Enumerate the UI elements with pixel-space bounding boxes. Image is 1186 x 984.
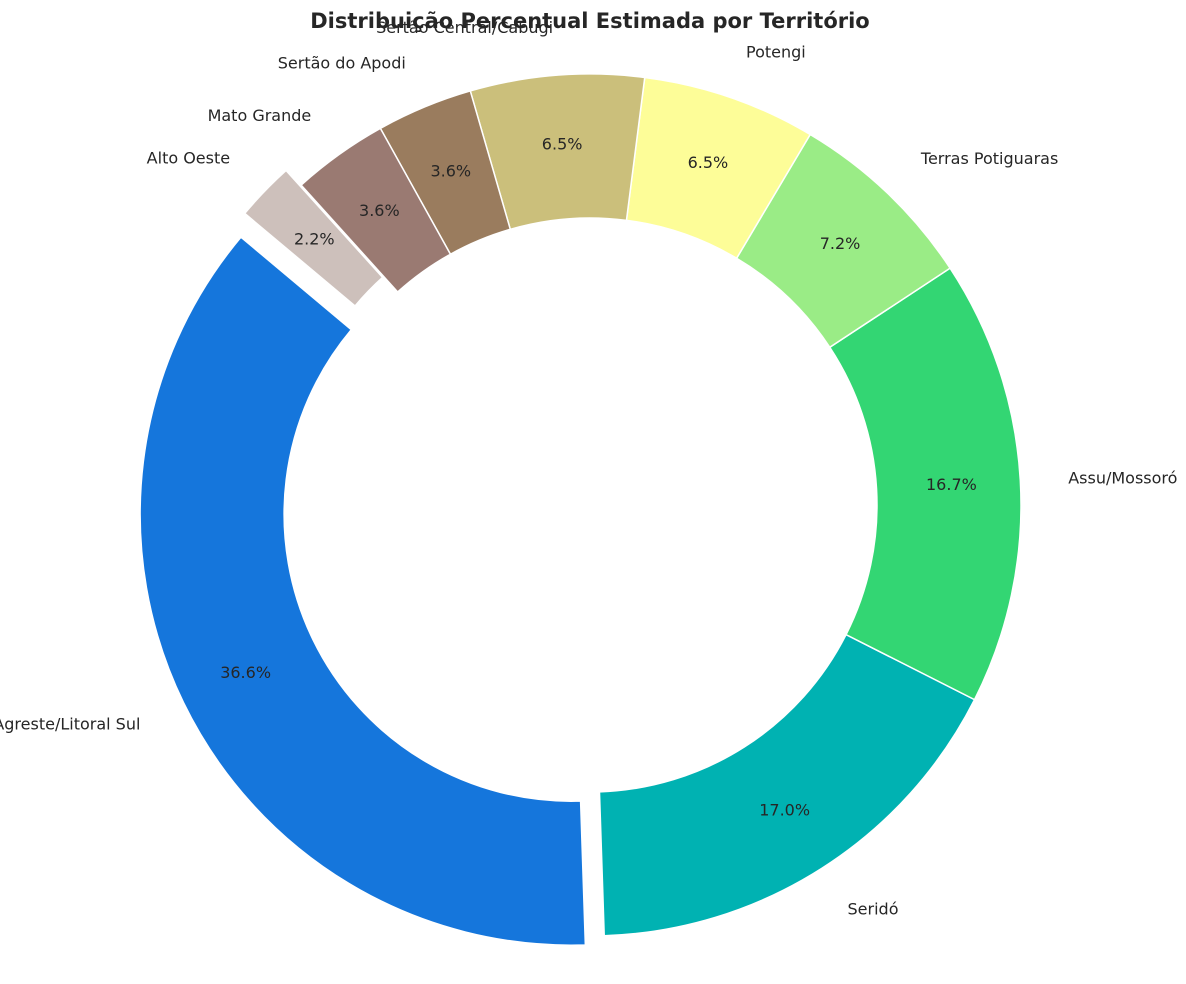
category-label-serido: Seridó bbox=[848, 899, 899, 918]
slice-alto-oeste bbox=[243, 169, 384, 307]
slices-layer bbox=[139, 73, 1022, 946]
category-label-sertao-central-cabugi: Sertão Central/Cabugi bbox=[376, 18, 553, 37]
category-label-terras-potiguaras: Terras Potiguaras bbox=[920, 149, 1058, 168]
category-label-assu-mossoro: Assu/Mossoró bbox=[1068, 468, 1177, 487]
category-label-agreste-litoral-sul: Agreste/Litoral Sul bbox=[0, 714, 140, 733]
pct-label-alto-oeste: 2.2% bbox=[294, 230, 335, 249]
pct-label-sertao-do-apodi: 3.6% bbox=[430, 161, 471, 180]
chart-title: Distribuição Percentual Estimada por Ter… bbox=[310, 9, 869, 33]
category-label-sertao-do-apodi: Sertão do Apodi bbox=[278, 53, 406, 72]
pct-label-terras-potiguaras: 7.2% bbox=[820, 234, 861, 253]
pct-label-serido: 17.0% bbox=[759, 801, 810, 820]
percent-labels-layer: 36.6% 17.0% 16.7% 7.2% 6.5% 6.5% 3.6% 3.6% 2.2% bbox=[220, 135, 977, 820]
slice-mato-grande bbox=[300, 127, 452, 294]
pct-label-agreste-litoral-sul: 36.6% bbox=[220, 663, 271, 682]
pct-label-mato-grande: 3.6% bbox=[359, 201, 400, 220]
slice-agreste-litoral-sul bbox=[139, 236, 587, 946]
category-label-potengi: Potengi bbox=[746, 43, 806, 62]
category-labels-layer: Agreste/Litoral Sul Seridó Assu/Mossoró Ter… bbox=[0, 18, 1177, 918]
pct-label-potengi: 6.5% bbox=[688, 153, 729, 172]
slice-assu-mossoro bbox=[828, 267, 1022, 701]
pct-label-assu-mossoro: 16.7% bbox=[926, 475, 977, 494]
category-label-mato-grande: Mato Grande bbox=[208, 106, 312, 125]
slice-serido bbox=[598, 633, 976, 937]
pct-label-sertao-central-cabugi: 6.5% bbox=[542, 135, 583, 154]
category-label-alto-oeste: Alto Oeste bbox=[147, 148, 230, 167]
